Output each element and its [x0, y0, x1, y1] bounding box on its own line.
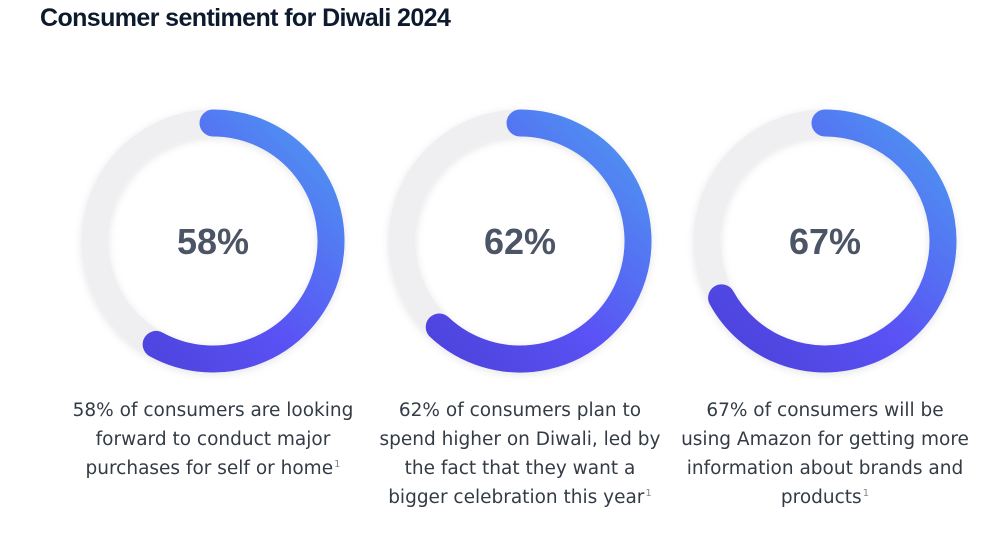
description-1: 58% of consumers are looking forward to … [72, 400, 354, 479]
donut-card-3: 67% 67% of consumers will be using Amazo… [680, 96, 970, 526]
description-2: 62% of consumers plan to spend higher on… [379, 400, 661, 508]
chart-title: Consumer sentiment for Diwali 2024 [40, 4, 451, 32]
footnote-1: 1 [334, 459, 341, 470]
donut-value-arc [708, 109, 957, 373]
footnote-3: 1 [862, 488, 870, 499]
footnote-2: 1 [645, 488, 652, 499]
donut-card-1: 58% 58% of consumers are looking forward… [68, 96, 358, 526]
percentage-label: 62% [484, 221, 556, 262]
donut-value-arc [142, 109, 345, 373]
percentage-label: 58% [177, 221, 249, 262]
donut-card-2: 62% 62% of consumers plan to spend highe… [375, 96, 665, 526]
percentage-label: 67% [789, 221, 861, 262]
donut-value-arc [425, 109, 652, 373]
donut-chart-1: 58% [81, 109, 345, 373]
donut-chart-3: 67% [693, 109, 957, 373]
donut-chart-2: 62% [388, 109, 652, 373]
description-3: 67% of consumers will be using Amazon fo… [681, 400, 969, 508]
